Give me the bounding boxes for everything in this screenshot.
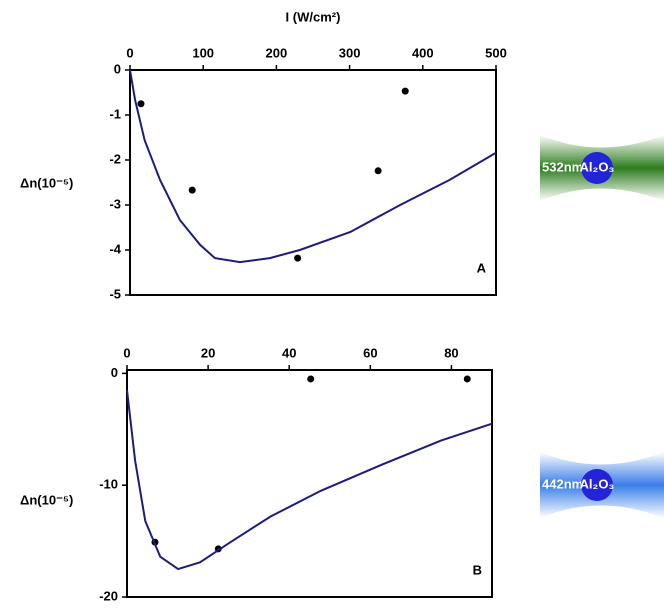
data-point: [374, 167, 382, 175]
plot-frame: [129, 69, 497, 296]
x-tick-label: 80: [444, 345, 458, 360]
data-point: [307, 375, 315, 383]
fit-curve: [126, 390, 493, 571]
y-axis-label: Δn(10⁻⁵): [20, 492, 73, 507]
y-tick-label: -2: [109, 151, 121, 166]
data-point: [188, 186, 196, 194]
x-tick-label: 0: [126, 45, 133, 60]
x-tick-label: 0: [123, 345, 130, 360]
data-point: [401, 87, 409, 95]
y-tick-label: 0: [114, 61, 121, 76]
x-tick-label: 400: [412, 45, 434, 60]
y-tick-label: -5: [109, 286, 121, 301]
y-tick-label: -1: [109, 106, 121, 121]
x-tick-label: 200: [266, 45, 288, 60]
y-tick-label: -10: [99, 477, 118, 492]
wavelength-label: 532nm: [542, 159, 583, 174]
y-tick-label: -4: [109, 241, 121, 256]
y-axis-label: Δn(10⁻⁵): [20, 175, 73, 190]
x-tick-label: 100: [192, 45, 214, 60]
x-tick-label: 60: [363, 345, 377, 360]
x-tick-label: 500: [485, 45, 507, 60]
y-tick-label: -3: [109, 196, 121, 211]
y-tick-label: -20: [99, 588, 118, 603]
plot-frame: [126, 369, 493, 598]
x-axis-label: I (W/cm²): [286, 9, 341, 24]
x-tick-label: 20: [201, 345, 215, 360]
panel-label: B: [473, 562, 482, 577]
sample-label: Al₂O₃: [580, 159, 615, 174]
panel-label: A: [477, 260, 487, 275]
sample-label: Al₂O₃: [580, 476, 615, 491]
x-tick-label: 40: [282, 345, 296, 360]
sample: [581, 469, 613, 501]
y-tick-label: 0: [111, 365, 118, 380]
fit-curve: [129, 69, 497, 264]
data-point: [463, 375, 471, 383]
sample: [581, 152, 613, 184]
data-point: [137, 100, 145, 108]
x-tick-label: 300: [339, 45, 361, 60]
wavelength-label: 442nm: [542, 476, 583, 491]
data-point: [294, 254, 302, 262]
